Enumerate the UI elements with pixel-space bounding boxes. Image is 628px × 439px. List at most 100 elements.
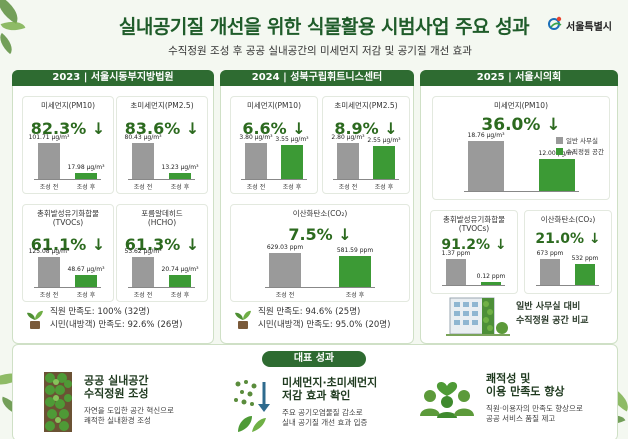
bar-value-label: 20.74 μg/m³ xyxy=(161,266,199,273)
chart-baseline xyxy=(265,287,375,288)
metric-card: 총휘발성유기화합물 (TVOCs) 61.1% ↓ 125.08 μg/m³ 48.6… xyxy=(22,204,114,302)
legend: 일반 사무실 수직정원 공간 xyxy=(556,136,604,158)
reduction-value: 83.6% ↓ xyxy=(124,119,200,138)
metric-label: 총휘발성유기화합물 (TVOCs) xyxy=(36,209,100,227)
bar-after xyxy=(539,159,575,191)
reduction-value: 61.1% ↓ xyxy=(30,235,106,254)
bar-value-label: 48.67 μg/m³ xyxy=(67,266,105,273)
metric-card: 초미세먼지(PM2.5) 8.9% ↓ 2.80 μg/m³ 2.55 μg/m³ 조성… xyxy=(322,96,410,194)
reduction-value: 82.3% ↓ xyxy=(30,119,106,138)
metric-card: 미세먼지(PM10) 82.3% ↓ 101.71 μg/m³ 17.98 μg/m³… xyxy=(22,96,114,194)
bar-x-label: 조성 후 xyxy=(76,184,96,191)
bar-x-label: 조성 후 xyxy=(282,184,302,191)
summary-title-line: 공공 실내공간 xyxy=(84,374,149,387)
bar-x-label: 조성 전 xyxy=(133,184,153,191)
summary-desc-line: 자연을 도입한 공간 혁신으로 xyxy=(84,406,174,415)
bar-before xyxy=(446,259,466,285)
metric-label: 포름알데히드 (HCHO) xyxy=(141,209,183,227)
bar-value-label: 673 ppm xyxy=(536,250,564,257)
bar-value-label: 17.98 μg/m³ xyxy=(67,164,105,171)
legend-item-garden: 수직정원 공간 xyxy=(556,147,604,158)
metric-card: 총휘발성유기화합물 (TVOCs) 91.2% ↓ 1.37 ppm 0.12 ppm xyxy=(430,210,518,294)
metric-label: 초미세먼지(PM2.5) xyxy=(130,101,194,110)
bar-before xyxy=(38,257,60,287)
bar-x-label: 조성 전 xyxy=(39,292,59,299)
summary-header: 대표 성과 xyxy=(262,351,366,367)
bar-after xyxy=(575,264,595,285)
bar-x-label: 조성 전 xyxy=(133,292,153,299)
metric-card: 이산화탄소(CO₂) 21.0% ↓ 673 ppm 532 ppm xyxy=(524,210,612,294)
legend-swatch-green xyxy=(556,148,563,155)
metric-card: 미세먼지(PM10) 6.6% ↓ 3.80 μg/m³ 3.55 μg/m³ 조성 전… xyxy=(230,96,318,194)
bar-x-label: 조성 전 xyxy=(275,292,295,299)
legend-item-office: 일반 사무실 xyxy=(556,136,604,147)
bar-after xyxy=(169,173,191,179)
leaf-decoration-left xyxy=(0,32,18,55)
chart-baseline xyxy=(241,179,307,180)
bar-x-label: 조성 후 xyxy=(374,184,394,191)
plant-pot-icon xyxy=(27,310,43,329)
panel-header: 2024 | 성북구립휘트니스센터 xyxy=(220,70,414,86)
summary-item-desc: 직원·이용자의 만족도 향상으로 공공 서비스 품질 제고 xyxy=(486,404,583,424)
bar-before xyxy=(337,143,359,179)
metric-card: 이산화탄소(CO₂) 7.5% ↓ 629.03 ppm 581.59 ppm 조성 전… xyxy=(230,204,410,302)
chart-baseline xyxy=(34,179,101,180)
chart-baseline xyxy=(464,191,579,192)
reduction-value: 36.0% ↓ xyxy=(481,115,561,135)
comparison-note: 일반 사무실 대비 수직정원 공간 비교 xyxy=(516,300,589,328)
summary-desc-line: 실내 공기질 개선 효과 입증 xyxy=(282,418,368,427)
bar-value-label: 1.37 ppm xyxy=(441,250,471,257)
reduction-value: 21.0% ↓ xyxy=(535,231,601,247)
bar-after xyxy=(339,256,371,287)
bar-value-label: 13.23 μg/m³ xyxy=(161,164,199,171)
panel-header: 2025 | 서울시의회 xyxy=(420,70,618,86)
plant-pot-icon xyxy=(235,310,251,329)
bar-value-label: 125.08 μg/m³ xyxy=(28,248,70,255)
metric-label: 이산화탄소(CO₂) xyxy=(540,215,596,224)
metric-label: 미세먼지(PM10) xyxy=(41,101,95,110)
panel-header: 2023 | 서울시동부지방법원 xyxy=(12,70,214,86)
seoul-logo: 서울특별시 xyxy=(548,14,628,34)
metric-label: 미세먼지(PM10) xyxy=(247,101,301,110)
metric-label: 이산화탄소(CO₂) xyxy=(292,209,348,218)
chart-baseline xyxy=(536,285,599,286)
bar-before xyxy=(468,141,504,191)
reduction-value: 91.2% ↓ xyxy=(441,237,507,253)
visitor-satisfaction: 시민(내방객) 만족도: 92.6% (26명) xyxy=(50,320,183,330)
bar-value-label: 581.59 ppm xyxy=(336,247,374,254)
leaf-decoration-left xyxy=(0,0,25,24)
page-subtitle: 수직정원 조성 후 공공 실내공간의 미세먼지 저감 및 공기질 개선 효과 xyxy=(168,45,472,57)
metric-label: 초미세먼지(PM2.5) xyxy=(334,101,398,110)
bar-value-label: 532 ppm xyxy=(571,255,599,262)
bar-before xyxy=(132,143,154,179)
reduction-value: 61.3% ↓ xyxy=(124,235,200,254)
comparison-note-line: 수직정원 공간 비교 xyxy=(516,316,589,326)
chart-baseline xyxy=(128,179,195,180)
legend-label: 일반 사무실 xyxy=(566,137,598,145)
summary-desc-line: 주요 공기오염물질 감소로 xyxy=(282,408,363,417)
bar-before xyxy=(245,143,267,179)
summary-item-title: 쾌적성 및 이용 만족도 향상 xyxy=(486,372,565,398)
bar-value-label: 3.80 μg/m³ xyxy=(239,134,273,141)
summary-title-line: 저감 효과 확인 xyxy=(282,389,351,402)
satisfaction-text: 직원 만족도: 100% (32명) 시민(내방객) 만족도: 92.6% (2… xyxy=(50,306,182,332)
reduction-value: 6.6% ↓ xyxy=(242,119,306,138)
chart-baseline xyxy=(34,287,101,288)
summary-desc-line: 직원·이용자의 만족도 향상으로 xyxy=(486,404,583,413)
chart-baseline xyxy=(128,287,195,288)
vertical-garden-icon xyxy=(44,372,72,432)
bar-x-label: 조성 전 xyxy=(338,184,358,191)
summary-item-title: 미세먼지·초미세먼지 저감 효과 확인 xyxy=(282,376,377,402)
bar-after xyxy=(169,275,191,287)
bar-value-label: 2.55 μg/m³ xyxy=(367,137,401,144)
bar-x-label: 조성 전 xyxy=(246,184,266,191)
bar-value-label: 0.12 ppm xyxy=(476,273,506,280)
bar-value-label: 2.80 μg/m³ xyxy=(331,134,365,141)
metric-label: 총휘발성유기화합물 (TVOCs) xyxy=(442,215,506,233)
metric-card: 미세먼지(PM10) 36.0% ↓ 18.76 μg/m³ 12.00 μg/m³ xyxy=(432,96,610,200)
bar-before xyxy=(540,259,560,285)
bar-x-label: 조성 전 xyxy=(39,184,59,191)
seoul-logo-text: 서울특별시 xyxy=(566,22,612,33)
summary-item-desc: 자연을 도입한 공간 혁신으로 쾌적한 실내환경 조성 xyxy=(84,406,174,426)
